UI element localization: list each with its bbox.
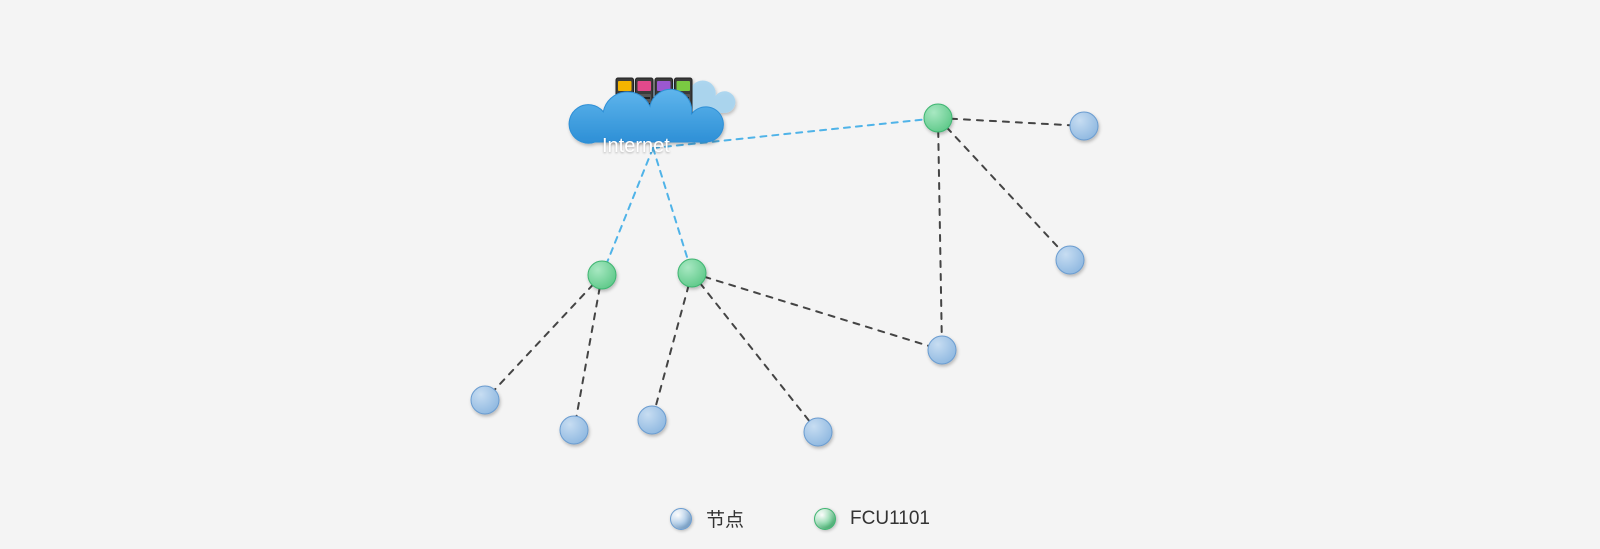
edge-dark [938,118,942,350]
edge-blue [653,148,692,273]
leaf-node [471,386,499,414]
edge-blue [602,148,653,275]
leaf-node [928,336,956,364]
fcu-node [588,261,616,289]
edge-dark [938,118,1084,126]
fcu-node [924,104,952,132]
edge-dark [692,273,942,350]
edge-dark [692,273,818,432]
edge-dark [938,118,1070,260]
leaf-nodes [471,112,1098,446]
legend-dot [670,508,692,530]
edge-dark [652,273,692,420]
legend-label: 节点 [706,505,744,532]
leaf-node [1070,112,1098,140]
leaf-node [560,416,588,444]
internet-cloud-icon [569,78,735,143]
server-screen [638,81,652,91]
edge-dark [574,275,602,430]
legend-label: FCU1101 [850,508,930,530]
leaf-node [804,418,832,446]
legend-item: FCU1101 [814,508,930,530]
legend-item: 节点 [670,505,744,532]
edges [485,118,1084,432]
fcu-node [678,259,706,287]
legend-dot [814,508,836,530]
server-screen [618,81,632,91]
server-screen [677,81,691,91]
edge-dark [485,275,602,400]
legend: 节点 FCU1101 [0,505,1600,532]
leaf-node [1056,246,1084,274]
network-diagram [0,0,1600,549]
leaf-node [638,406,666,434]
